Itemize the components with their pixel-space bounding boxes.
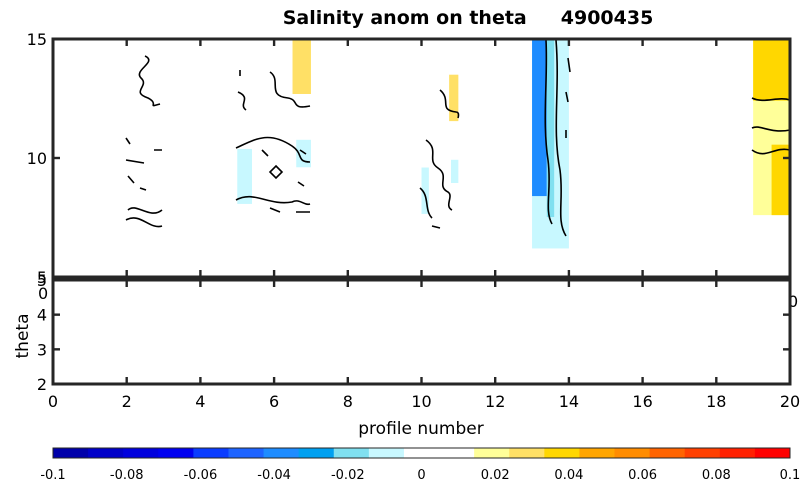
colorbar-swatch — [755, 448, 791, 458]
y-tick-label: 5 — [37, 271, 47, 290]
colorbar-tick-label: 0.08 — [702, 468, 731, 483]
profile-column-band — [449, 75, 458, 121]
colorbar-tick-label: -0.08 — [110, 468, 144, 483]
x-tick-label: 10 — [411, 392, 431, 411]
profile-column-band — [293, 39, 311, 94]
colorbar-tick-label: 0 — [417, 468, 425, 483]
x-tick-label: 12 — [485, 392, 505, 411]
bottom-plot-frame — [53, 280, 790, 384]
x-tick-label: 20 — [780, 392, 800, 411]
top-plot-area — [53, 39, 790, 277]
colorbar-swatch — [650, 448, 686, 458]
colorbar-tick-label: -0.02 — [331, 468, 365, 483]
colorbar-swatch — [53, 448, 89, 458]
profile-column-band — [772, 145, 790, 215]
colorbar-swatch — [579, 448, 615, 458]
x-tick-label: 8 — [343, 392, 353, 411]
colorbar-swatch — [685, 448, 721, 458]
colorbar-swatch — [158, 448, 194, 458]
colorbar-tick-label: 0.06 — [628, 468, 657, 483]
colorbar-swatch — [123, 448, 159, 458]
colorbar-swatch — [404, 448, 440, 458]
colorbar-swatch — [544, 448, 580, 458]
x-tick-label: 16 — [632, 392, 652, 411]
top-y-tick-labels: 5 10 15 — [27, 30, 47, 287]
x-tick-label: 14 — [559, 392, 579, 411]
colorbar-swatch — [720, 448, 756, 458]
colorbar-swatch — [369, 448, 405, 458]
x-tick-label: 2 — [122, 392, 132, 411]
profile-column-band — [753, 39, 790, 101]
colorbar-swatches — [53, 448, 791, 458]
colorbar-swatch — [615, 448, 651, 458]
colorbar-tick-labels: -0.1 -0.08 -0.06 -0.04 -0.02 0 0.02 0.04 0.06 0.0… — [40, 468, 800, 483]
profile-column-band — [237, 149, 252, 204]
x-axis-label: profile number — [358, 419, 483, 439]
bottom-y-tick-labels: 2 3 4 5 — [37, 271, 47, 394]
x-tick-labels: 0 2 4 6 8 10 12 14 16 18 20 — [48, 392, 800, 411]
y-tick-label: 3 — [37, 340, 47, 359]
colorbar-swatch — [299, 448, 335, 458]
colorbar: -0.1 -0.08 -0.06 -0.04 -0.02 0 0.02 0.04 0.06 0.0… — [40, 448, 800, 483]
colorbar-tick-label: 0.1 — [780, 468, 801, 483]
profile-column-band — [547, 39, 554, 217]
y-tick-label: 15 — [27, 30, 47, 49]
x-tick-label: 4 — [195, 392, 205, 411]
colorbar-swatch — [474, 448, 510, 458]
colorbar-tick-label: -0.06 — [184, 468, 218, 483]
colorbar-swatch — [334, 448, 370, 458]
y-tick-label: 4 — [37, 306, 47, 325]
colorbar-swatch — [88, 448, 124, 458]
x-tick-label: 18 — [706, 392, 726, 411]
colorbar-swatch — [439, 448, 475, 458]
colorbar-tick-label: -0.1 — [40, 468, 65, 483]
colorbar-tick-label: 0.04 — [554, 468, 583, 483]
chart-title: Salinity anom on theta 4900435 — [283, 7, 654, 29]
colorbar-swatch — [228, 448, 264, 458]
x-tick-label: 6 — [269, 392, 279, 411]
y-tick-label: 10 — [27, 149, 47, 168]
x-tick-label: 0 — [48, 392, 58, 411]
colorbar-swatch — [193, 448, 229, 458]
colorbar-tick-label: -0.04 — [257, 468, 291, 483]
y-axis-label: theta — [13, 314, 33, 359]
colorbar-swatch — [264, 448, 300, 458]
y-tick-label: 2 — [37, 375, 47, 394]
colorbar-swatch — [509, 448, 545, 458]
profile-column-band — [451, 160, 458, 183]
colorbar-tick-label: 0.02 — [481, 468, 510, 483]
